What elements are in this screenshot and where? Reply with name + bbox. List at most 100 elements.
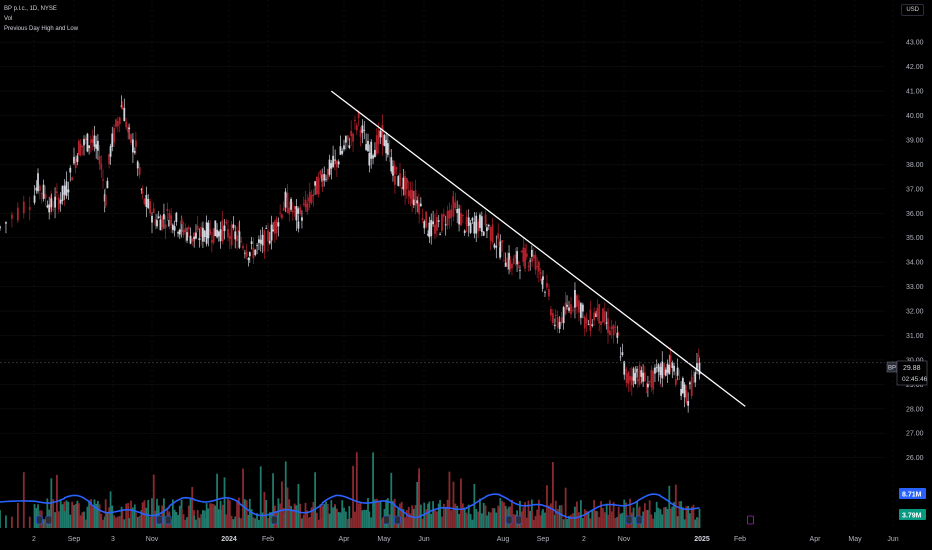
candle-body (95, 144, 98, 149)
volume-bar (642, 511, 645, 528)
candle-body (184, 228, 187, 233)
volume-bar (687, 505, 690, 528)
volume-bar (198, 517, 201, 528)
dividend-marker[interactable] (515, 515, 523, 525)
volume-bar (214, 505, 217, 528)
candle-body (499, 241, 502, 257)
volume-bar (84, 519, 87, 528)
dividend-marker[interactable] (383, 515, 390, 525)
volume-bar (113, 515, 115, 528)
candle-body (406, 179, 408, 184)
volume-bar (698, 508, 701, 528)
volume-bar (379, 501, 382, 528)
candle-body (668, 365, 671, 375)
candle-body (288, 207, 291, 215)
candle-body (346, 135, 349, 141)
candle-body (546, 283, 548, 288)
dividend-marker[interactable] (394, 515, 401, 525)
candle-body (102, 179, 104, 181)
volume-bar (480, 513, 483, 528)
legend-indicator[interactable]: Previous Day High and Low (4, 26, 79, 32)
volume-bar (467, 504, 470, 528)
volume-bar (608, 500, 611, 528)
volume-bar (598, 517, 601, 528)
currency-button[interactable]: USD (901, 4, 924, 16)
dividend-marker[interactable] (36, 515, 43, 525)
earnings-marker[interactable] (747, 515, 754, 525)
volume-bar (591, 509, 594, 528)
volume-bar (681, 507, 684, 528)
candle-body (616, 332, 619, 338)
volume-bar (629, 498, 631, 528)
candle-body (541, 278, 544, 285)
candle-body (125, 121, 128, 128)
dividend-marker[interactable] (635, 515, 643, 525)
volume-bar (104, 499, 107, 528)
volume-bar (116, 516, 119, 528)
candle-body (414, 190, 417, 206)
volume-bar (279, 503, 282, 528)
dividend-marker[interactable] (156, 515, 163, 525)
candle-body (312, 194, 315, 197)
candle-body (88, 145, 91, 149)
volume-bar (42, 519, 45, 528)
candle-body (560, 317, 563, 324)
volume-bar (632, 507, 635, 528)
legend-volume[interactable]: Vol (4, 16, 13, 22)
volume-ma-tag: 8.71M (902, 492, 922, 499)
time-axis[interactable]: 2 Sep 3 Nov 2024 Feb Apr May Jun Aug Sep 2 Nov 2025 Fe… (32, 536, 899, 543)
volume-bar (147, 500, 150, 528)
candle-body (587, 324, 590, 326)
trendline[interactable] (330, 90, 746, 407)
candle-body (534, 254, 537, 270)
candle-body (138, 166, 141, 175)
candle-body (214, 220, 217, 237)
candle-body (256, 245, 258, 246)
candle-body (595, 313, 597, 318)
volume-bar (52, 499, 55, 528)
time-tick-label: Nov (618, 536, 631, 543)
price-axis[interactable]: 43.00 42.00 41.00 40.00 39.00 38.00 37.00 36.00… (906, 40, 924, 462)
volume-bar (414, 505, 417, 528)
volume-bar (596, 511, 599, 528)
candle-body (242, 245, 244, 249)
candle-body (647, 383, 649, 388)
candle-body (314, 181, 317, 186)
volume-bar (652, 518, 655, 528)
volume-bar (259, 466, 262, 528)
dividend-marker[interactable] (625, 515, 633, 525)
volume-bar (312, 501, 315, 528)
volume-bar (281, 481, 283, 528)
volume-bar (602, 508, 604, 528)
candle-body (377, 130, 380, 144)
volume-bar (610, 511, 613, 528)
candle-body (539, 272, 542, 275)
volume-bar (607, 514, 609, 528)
volume-bar (621, 512, 624, 528)
candle-body (344, 136, 347, 143)
time-tick-label: Sep (68, 536, 81, 543)
price-tick-label: 35.00 (906, 235, 924, 242)
candle-body (175, 212, 178, 222)
volume-bar (689, 513, 691, 528)
volume-bar (33, 503, 36, 528)
volume-bar (156, 498, 158, 528)
volume-bar (237, 497, 240, 528)
dividend-marker[interactable] (164, 515, 172, 525)
candle-body (640, 370, 643, 377)
time-tick-label: 2 (32, 536, 36, 543)
volume-bar (73, 504, 75, 528)
volume-bar (212, 504, 215, 528)
dividend-marker[interactable] (271, 515, 278, 525)
volume-bar (189, 498, 192, 528)
candle-body (164, 224, 167, 229)
candle-body (57, 197, 60, 210)
legend-symbol-line[interactable]: BP p.l.c., 1D, NYSE (4, 6, 57, 12)
volume-bar (223, 477, 226, 528)
dividend-marker[interactable] (45, 515, 52, 525)
candle-body (50, 198, 53, 208)
volume-bar (487, 511, 490, 528)
dividend-marker[interactable] (505, 515, 513, 525)
candle-body (589, 309, 592, 331)
